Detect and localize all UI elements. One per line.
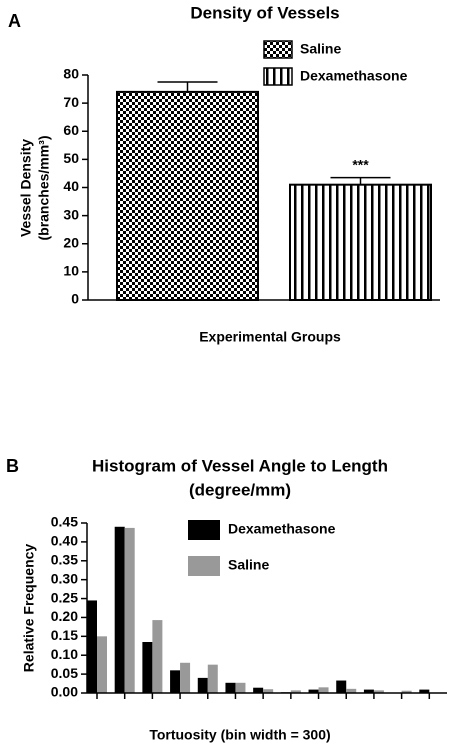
- y-tick-label: 0: [71, 291, 79, 307]
- legend-label: Saline: [228, 557, 269, 573]
- bar: [124, 527, 135, 693]
- bar: [373, 690, 384, 693]
- bar: [97, 636, 107, 693]
- bar: [180, 662, 191, 693]
- y-tick-label: 0.15: [51, 627, 78, 643]
- bar: [318, 687, 329, 693]
- y-axis-label: (branches/mm³): [36, 135, 52, 240]
- bar: [235, 682, 246, 693]
- y-tick-label: 10: [63, 263, 79, 279]
- y-axis-label: Relative Frequency: [21, 544, 37, 673]
- y-tick-label: 60: [63, 122, 79, 138]
- bar: [197, 677, 208, 693]
- y-tick-label: 0.10: [51, 646, 78, 662]
- y-tick-label: 0.00: [51, 684, 78, 700]
- bar: [290, 690, 301, 693]
- chart-title: (degree/mm): [189, 480, 291, 499]
- y-tick-label: 0.40: [51, 533, 78, 549]
- y-tick-label: 30: [63, 206, 79, 222]
- bar: [336, 680, 347, 693]
- legend-swatch: [188, 520, 220, 540]
- legend-label: Saline: [300, 41, 341, 57]
- y-tick-label: 0.30: [51, 570, 78, 586]
- legend-swatch: [263, 67, 293, 86]
- bar: [87, 600, 97, 693]
- legend-swatch: [188, 556, 220, 576]
- annotation: ***: [352, 156, 369, 172]
- y-tick-label: 0.45: [51, 514, 78, 530]
- bar: [253, 687, 264, 693]
- y-tick-label: 0.35: [51, 551, 78, 567]
- x-axis-label: Experimental Groups: [199, 329, 341, 345]
- bar: [308, 689, 319, 693]
- bar: [263, 689, 274, 693]
- bar: [419, 689, 430, 693]
- bar: [289, 183, 432, 301]
- y-tick-label: 70: [63, 94, 79, 110]
- bar: [363, 689, 374, 693]
- y-tick-label: 0.25: [51, 589, 78, 605]
- bar: [152, 620, 163, 693]
- legend-label: Dexamethasone: [228, 521, 336, 537]
- bar: [142, 642, 153, 693]
- legend-swatch: [263, 40, 293, 59]
- y-tick-label: 0.20: [51, 608, 78, 624]
- panel-label: A: [8, 11, 21, 31]
- bar: [114, 526, 125, 693]
- bar: [225, 682, 236, 693]
- bar: [207, 664, 218, 693]
- panel-label: B: [6, 456, 19, 476]
- y-tick-label: 0.05: [51, 665, 78, 681]
- y-tick-label: 80: [63, 66, 79, 82]
- x-axis-label: Tortuosity (bin width = 300): [149, 727, 330, 743]
- bar: [170, 670, 181, 693]
- y-axis-label: Vessel Density: [18, 139, 34, 237]
- legend-label: Dexamethasone: [300, 68, 408, 84]
- y-tick-label: 20: [63, 234, 79, 250]
- y-tick-label: 40: [63, 178, 79, 194]
- chart-title: Density of Vessels: [190, 3, 339, 22]
- bar: [346, 688, 357, 693]
- bar: [116, 90, 259, 301]
- chart-title: Histogram of Vessel Angle to Length: [92, 456, 388, 475]
- bar: [401, 690, 412, 693]
- y-tick-label: 50: [63, 150, 79, 166]
